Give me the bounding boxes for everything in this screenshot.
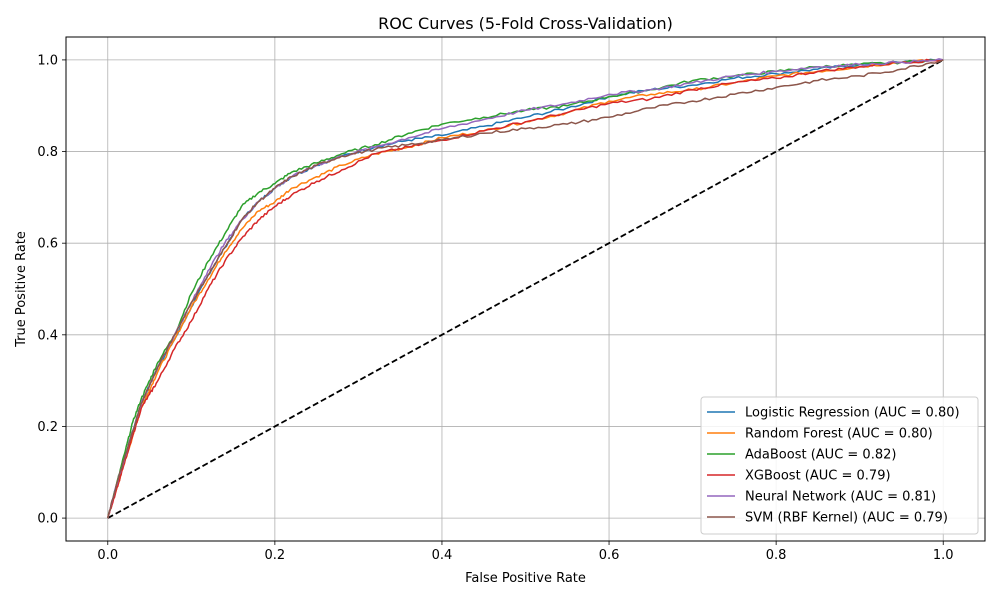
legend-label: SVM (RBF Kernel) (AUC = 0.79)	[745, 511, 948, 526]
y-tick-label: 0.4	[37, 328, 58, 343]
series-layer	[107, 58, 944, 519]
legend-label: XGBoost (AUC = 0.79)	[745, 469, 891, 484]
x-tick-label: 0.6	[599, 548, 620, 563]
y-tick-label: 1.0	[37, 53, 58, 68]
x-tick-label: 0.2	[265, 548, 286, 563]
legend-label: Logistic Regression (AUC = 0.80)	[745, 406, 960, 421]
x-tick-label: 1.0	[933, 548, 954, 563]
y-tick-label: 0.8	[37, 145, 58, 160]
roc-curve-3	[107, 58, 944, 519]
axis-ticks: 0.0 0.2 0.4 0.6 0.8 1.0 0.0 0.2 0.4 0.6 0.8 1.0	[37, 53, 953, 563]
chart-title: ROC Curves (5-Fold Cross-Validation)	[378, 14, 673, 33]
x-tick-label: 0.0	[97, 548, 118, 563]
chance-diagonal-line	[107, 59, 944, 519]
legend-label: AdaBoost (AUC = 0.82)	[745, 448, 896, 463]
x-tick-label: 0.8	[766, 548, 787, 563]
x-tick-label: 0.4	[432, 548, 453, 563]
x-axis-label: False Positive Rate	[465, 571, 586, 586]
y-tick-label: 0.2	[37, 420, 58, 435]
reference-line-layer	[107, 59, 944, 519]
y-tick-label: 0.0	[37, 512, 58, 527]
plot-frame	[65, 36, 986, 542]
legend: Logistic Regression (AUC = 0.80) Random F…	[700, 396, 979, 535]
roc-curve-5	[107, 59, 944, 519]
legend-box	[700, 396, 979, 535]
y-tick-label: 0.6	[37, 237, 58, 252]
roc-curve-1	[107, 59, 944, 519]
y-axis-label: True Positive Rate	[14, 231, 29, 348]
legend-label: Neural Network (AUC = 0.81)	[745, 490, 936, 505]
legend-label: Random Forest (AUC = 0.80)	[745, 427, 933, 442]
